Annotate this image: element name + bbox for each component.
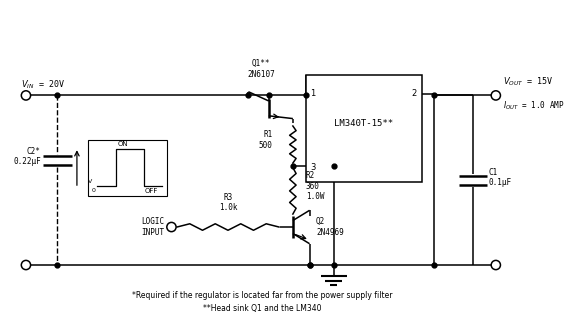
Text: $I_{OUT}$ = 1.0 AMP: $I_{OUT}$ = 1.0 AMP [503, 99, 565, 112]
Text: 3: 3 [311, 163, 316, 172]
Text: 0: 0 [92, 188, 95, 193]
Text: 2: 2 [412, 89, 417, 98]
Text: Q1**
2N6107: Q1** 2N6107 [247, 59, 275, 79]
Text: OFF: OFF [145, 188, 158, 194]
Text: 1: 1 [311, 89, 316, 98]
Text: V: V [88, 179, 92, 184]
Text: $V_{IN}$ = 20V: $V_{IN}$ = 20V [22, 78, 65, 91]
Text: LOGIC
INPUT: LOGIC INPUT [141, 217, 164, 237]
FancyBboxPatch shape [306, 75, 422, 182]
Text: R3
1.0k: R3 1.0k [219, 193, 237, 212]
Text: R1
500: R1 500 [259, 130, 273, 150]
Text: **Head sink Q1 and the LM340: **Head sink Q1 and the LM340 [203, 304, 321, 313]
Text: LM340T-15**: LM340T-15** [334, 119, 393, 128]
Text: $V_{OUT}$ = 15V: $V_{OUT}$ = 15V [503, 75, 554, 88]
Text: C1
0.1μF: C1 0.1μF [488, 168, 511, 187]
Text: Q2
2N4969: Q2 2N4969 [316, 217, 344, 237]
Text: C2*
0.22μF: C2* 0.22μF [13, 147, 41, 166]
FancyBboxPatch shape [88, 140, 167, 195]
Text: *Required if the regulator is located far from the power supply filter: *Required if the regulator is located fa… [132, 291, 392, 300]
Text: R2
360
1.0W: R2 360 1.0W [306, 171, 324, 201]
Text: ON: ON [118, 141, 129, 147]
